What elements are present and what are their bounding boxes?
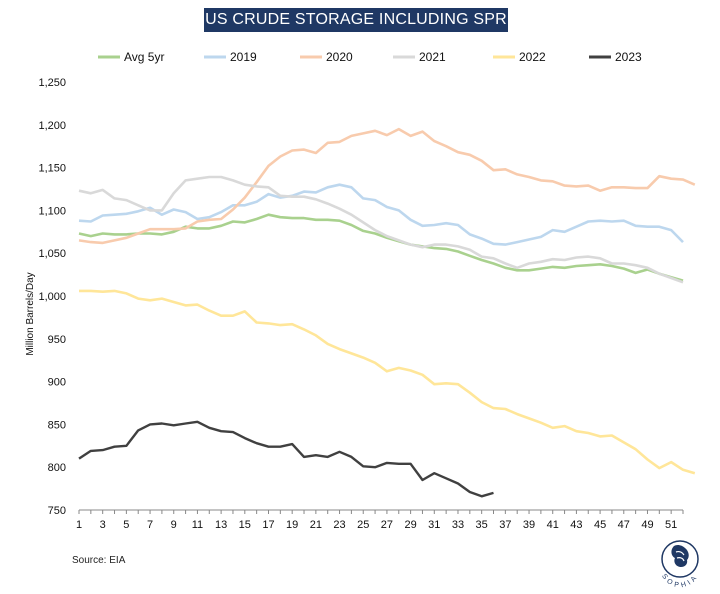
x-tick-label: 27: [381, 519, 393, 531]
x-tick-label: 17: [262, 519, 274, 531]
x-tick-label: 25: [357, 519, 369, 531]
y-tick-label: 1,150: [38, 163, 66, 175]
x-tick-label: 15: [239, 519, 251, 531]
x-tick-label: 31: [428, 519, 440, 531]
legend-label-2022: 2022: [519, 50, 546, 64]
y-tick-label: 900: [48, 377, 66, 389]
logo-text: SOPHIA: [660, 573, 697, 589]
series-line-2023: [78, 420, 494, 498]
y-axis: 750 800 850 900 950 1,000 1,050 1,100 1,150 1,200…: [38, 77, 66, 517]
series-line-2021: [78, 175, 684, 284]
series-line-2019: [78, 183, 684, 246]
source-note: Source: EIA: [72, 555, 126, 566]
chart-legend: Avg 5yr 2019 2020 2021 2022 2023: [98, 50, 642, 64]
x-tick-label: 51: [665, 519, 677, 531]
x-tick-label: 41: [547, 519, 559, 531]
legend-label-2019: 2019: [230, 50, 257, 64]
chart-title: US CRUDE STORAGE INCLUDING SPR: [204, 8, 508, 32]
x-tick-label: 29: [404, 519, 416, 531]
y-tick-label: 1,100: [38, 205, 66, 217]
x-tick-label: 47: [618, 519, 630, 531]
x-tick-label: 43: [570, 519, 582, 531]
x-axis: 1 3 5 7 9 11 13 15 17 19 21 23 25 27 29 31 33 35 37 39 41 43 4…: [76, 509, 684, 531]
series-line-2020: [78, 127, 696, 245]
y-tick-label: 1,250: [38, 77, 66, 89]
x-tick-label: 49: [641, 519, 653, 531]
sophia-logo-icon: SOPHIA: [660, 540, 700, 589]
y-tick-label: 1,200: [38, 120, 66, 132]
y-tick-label: 750: [48, 505, 66, 517]
x-tick-label: 23: [333, 519, 345, 531]
legend-label-2021: 2021: [419, 50, 446, 64]
series-line-avg-5yr: [78, 213, 684, 282]
x-tick-label: 33: [452, 519, 464, 531]
legend-label-2023: 2023: [615, 50, 642, 64]
svg-text:SOPHIA: SOPHIA: [660, 573, 700, 589]
x-tick-label: 19: [286, 519, 298, 531]
y-tick-label: 950: [48, 334, 66, 346]
x-tick-label: 1: [76, 519, 82, 531]
x-tick-label: 45: [594, 519, 606, 531]
x-tick-label: 9: [171, 519, 177, 531]
legend-label-avg-5yr: Avg 5yr: [124, 50, 164, 64]
plot-area: [78, 127, 696, 498]
y-tick-label: 850: [48, 419, 66, 431]
x-tick-label: 21: [310, 519, 322, 531]
x-tick-label: 5: [123, 519, 129, 531]
x-tick-label: 3: [100, 519, 106, 531]
x-tick-label: 37: [499, 519, 511, 531]
x-tick-label: 11: [192, 519, 203, 531]
series-line-2022: [79, 289, 696, 475]
y-tick-label: 800: [48, 462, 66, 474]
legend-label-2020: 2020: [326, 50, 353, 64]
x-tick-label: 35: [476, 519, 488, 531]
y-tick-label: 1,050: [38, 248, 66, 260]
x-tick-label: 7: [147, 519, 153, 531]
x-tick-label: 13: [215, 519, 227, 531]
y-tick-label: 1,000: [38, 291, 66, 303]
x-tick-label: 39: [523, 519, 535, 531]
y-axis-label: Million Barrels/Day: [25, 272, 36, 355]
